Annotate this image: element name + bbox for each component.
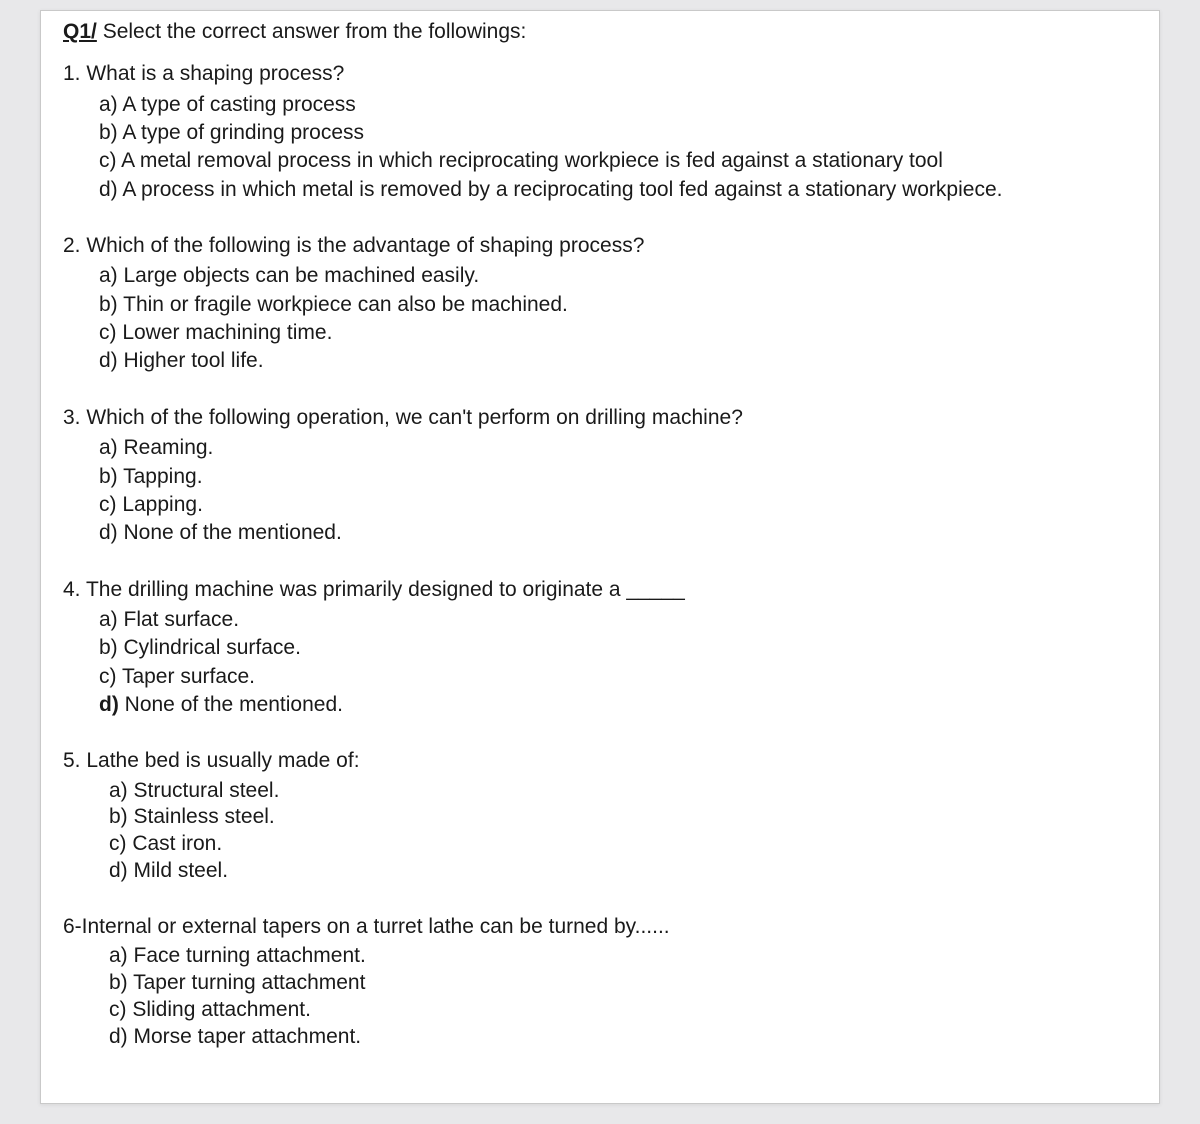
option: a) A type of casting process <box>99 91 1139 119</box>
question-prompt: 3. Which of the following operation, we … <box>63 404 1139 432</box>
section-header: Q1/ Select the correct answer from the f… <box>63 17 1139 46</box>
options-list: a) Flat surface.b) Cylindrical surface.c… <box>63 606 1139 719</box>
option: c) Taper surface. <box>99 663 1139 691</box>
option: d) A process in which metal is removed b… <box>99 176 1139 204</box>
question-text: Which of the following is the advantage … <box>86 234 644 257</box>
option: b) Tapping. <box>99 463 1139 491</box>
question-prompt: 1. What is a shaping process? <box>63 60 1139 88</box>
question-number: 2. <box>63 234 81 257</box>
question-block: 1. What is a shaping process? a) A type o… <box>63 60 1139 204</box>
question-number: 4. <box>63 578 81 601</box>
document-sheet: Q1/ Select the correct answer from the f… <box>40 10 1160 1104</box>
question-number: 1. <box>63 62 81 85</box>
question-number: 3. <box>63 406 81 429</box>
option: a) Flat surface. <box>99 606 1139 634</box>
options-list: a) Structural steel.b) Stainless steel.c… <box>63 778 1139 886</box>
question-text: The drilling machine was primarily desig… <box>86 578 685 601</box>
question-text: Which of the following operation, we can… <box>86 406 743 429</box>
option: a) Face turning attachment. <box>109 943 1139 970</box>
option: d) Mild steel. <box>109 858 1139 885</box>
page-wrap: Q1/ Select the correct answer from the f… <box>0 0 1200 1124</box>
options-list: a) Large objects can be machined easily.… <box>63 262 1139 375</box>
option: c) Lapping. <box>99 491 1139 519</box>
option: a) Reaming. <box>99 434 1139 462</box>
question-prompt: 6-Internal or external tapers on a turre… <box>63 913 1139 941</box>
options-list: a) Reaming.b) Tapping.c) Lapping.d) None… <box>63 434 1139 547</box>
option: a) Large objects can be machined easily. <box>99 262 1139 290</box>
question-text: What is a shaping process? <box>86 62 344 85</box>
question-prompt: 4. The drilling machine was primarily de… <box>63 576 1139 604</box>
question-block: 4. The drilling machine was primarily de… <box>63 576 1139 720</box>
questions-container: 1. What is a shaping process? a) A type o… <box>63 60 1139 1051</box>
option: a) Structural steel. <box>109 778 1139 805</box>
option: b) A type of grinding process <box>99 119 1139 147</box>
question-text: Lathe bed is usually made of: <box>86 749 359 772</box>
question-number: 5. <box>63 749 81 772</box>
question-block: 6-Internal or external tapers on a turre… <box>63 913 1139 1051</box>
question-block: 5. Lathe bed is usually made of: a) Struc… <box>63 747 1139 885</box>
question-text: 6-Internal or external tapers on a turre… <box>63 915 670 938</box>
question-prompt: 2. Which of the following is the advanta… <box>63 232 1139 260</box>
options-list: a) Face turning attachment.b) Taper turn… <box>63 943 1139 1051</box>
option: b) Taper turning attachment <box>109 970 1139 997</box>
option: c) Lower machining time. <box>99 319 1139 347</box>
option: d) Higher tool life. <box>99 347 1139 375</box>
option: b) Stainless steel. <box>109 804 1139 831</box>
option: b) Thin or fragile workpiece can also be… <box>99 291 1139 319</box>
option: c) Cast iron. <box>109 831 1139 858</box>
question-prompt: 5. Lathe bed is usually made of: <box>63 747 1139 775</box>
option: b) Cylindrical surface. <box>99 634 1139 662</box>
option: d) None of the mentioned. <box>99 691 1139 719</box>
question-block: 2. Which of the following is the advanta… <box>63 232 1139 376</box>
option: d) None of the mentioned. <box>99 519 1139 547</box>
question-block: 3. Which of the following operation, we … <box>63 404 1139 548</box>
option: d) Morse taper attachment. <box>109 1024 1139 1051</box>
options-list: a) A type of casting processb) A type of… <box>63 91 1139 204</box>
option: c) Sliding attachment. <box>109 997 1139 1024</box>
header-text: Select the correct answer from the follo… <box>97 20 527 43</box>
option: c) A metal removal process in which reci… <box>99 147 1139 175</box>
header-prefix: Q1/ <box>63 20 97 43</box>
